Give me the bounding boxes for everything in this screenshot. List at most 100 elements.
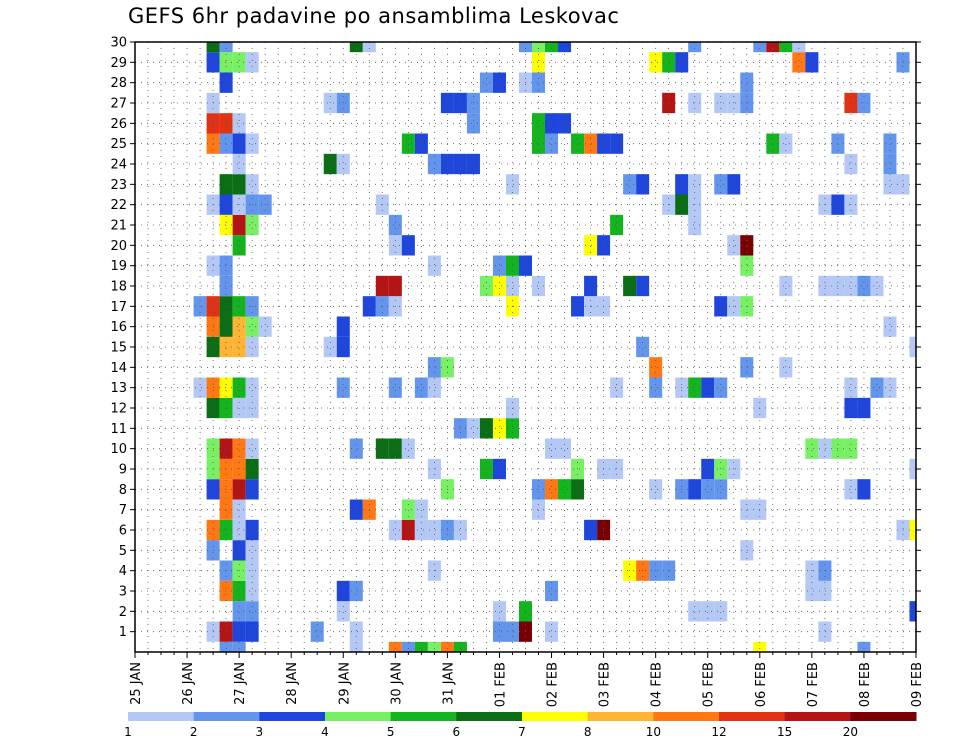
heatmap-cell: [883, 153, 897, 175]
y-tick-label: 19: [110, 259, 127, 274]
heatmap-cell: [844, 438, 858, 459]
heatmap-cell: [545, 438, 559, 459]
heatmap-cell: [219, 397, 233, 419]
heatmap-cell: [571, 479, 585, 500]
grid-layer: [135, 41, 916, 652]
heatmap-cell: [518, 42, 533, 53]
colorbar-label: 1: [124, 725, 132, 739]
heatmap-cell: [779, 357, 793, 378]
heatmap-cell: [545, 580, 559, 602]
colorbar-segment: [719, 712, 786, 721]
heatmap-cell: [427, 519, 441, 541]
heatmap-cell: [401, 519, 415, 541]
colorbar-label: 5: [387, 725, 395, 739]
heatmap-cell: [258, 316, 272, 337]
heatmap-cell: [310, 621, 324, 642]
x-tick-label: 06 FEB: [754, 662, 769, 707]
heatmap-cell: [844, 275, 858, 297]
y-tick-label: 3: [119, 585, 127, 600]
x-tick-label: 26 JAN: [181, 662, 196, 705]
heatmap-cell: [245, 397, 259, 419]
heatmap-cell: [492, 418, 506, 439]
heatmap-cell: [232, 621, 246, 642]
heatmap-cell: [584, 519, 598, 541]
heatmap-cell: [388, 275, 402, 297]
y-tick-label: 15: [110, 341, 127, 356]
heatmap-cell: [375, 438, 389, 459]
heatmap-cell: [492, 72, 506, 93]
heatmap-cell: [766, 42, 780, 53]
colorbar-segment: [587, 712, 654, 721]
heatmap-cell: [909, 336, 916, 358]
heatmap-cell: [818, 275, 832, 297]
heatmap-cell: [701, 601, 715, 622]
heatmap-cell: [701, 479, 715, 500]
heatmap-cell: [636, 174, 650, 195]
heatmap-cell: [245, 214, 259, 236]
heatmap-cell: [219, 255, 233, 276]
heatmap-cell: [558, 42, 572, 53]
colorbar: 1 2 3 4 5 6 7 8 10 12 15 20: [124, 712, 917, 739]
x-tick-label: 30 JAN: [389, 662, 404, 705]
heatmap-cell: [688, 479, 702, 500]
colorbar-segment: [325, 712, 392, 721]
heatmap-cell: [414, 377, 428, 398]
heatmap-cell: [219, 377, 233, 398]
heatmap-cell: [427, 255, 441, 276]
heatmap-cell: [505, 397, 519, 419]
heatmap-cell: [492, 275, 506, 297]
heatmap-cell: [545, 133, 559, 154]
heatmap-cell: [818, 621, 832, 642]
heatmap-cell: [219, 519, 233, 541]
heatmap-cell: [336, 580, 350, 602]
heatmap-cell: [219, 336, 233, 358]
heatmap-cell: [245, 621, 259, 642]
colorbar-segment: [522, 712, 589, 721]
colorbar-segment: [850, 712, 917, 721]
heatmap-cell: [870, 377, 884, 398]
heatmap-cell: [479, 418, 493, 439]
colorbar-label: 2: [190, 725, 198, 739]
heatmap-cell: [532, 499, 546, 520]
heatmap-cell: [245, 540, 259, 561]
y-tick-label: 20: [110, 239, 127, 254]
heatmap-cell: [649, 52, 663, 73]
heatmap-cell: [714, 377, 728, 398]
heatmap-cell: [349, 621, 363, 642]
x-tick-label: 01 FEB: [493, 662, 508, 707]
heatmap-cell: [375, 275, 389, 297]
heatmap-cell: [401, 438, 415, 459]
heatmap-cell: [688, 214, 702, 236]
heatmap-cell: [414, 641, 428, 652]
heatmap-cell: [232, 397, 246, 419]
heatmap-cell: [362, 42, 376, 53]
colorbar-label: 6: [453, 725, 461, 739]
heatmap-cell: [505, 255, 519, 276]
heatmap-cell: [323, 153, 337, 175]
x-tick-label: 09 FEB: [910, 662, 925, 707]
heatmap-cell: [388, 235, 402, 256]
heatmap-cell: [219, 316, 233, 337]
heatmap-cell: [245, 601, 259, 622]
heatmap-cell: [219, 174, 233, 195]
heatmap-cell: [232, 479, 246, 500]
heatmap-cell: [245, 133, 259, 154]
colorbar-label: 10: [646, 725, 661, 739]
heatmap-cell: [440, 641, 454, 652]
y-tick-label: 1: [119, 625, 127, 640]
heatmap-cell: [349, 580, 363, 602]
heatmap-cell: [401, 235, 415, 256]
heatmap-cell: [232, 519, 246, 541]
heatmap-cell: [844, 479, 858, 500]
heatmap-cell: [232, 601, 246, 622]
heatmap-cell: [740, 255, 754, 276]
heatmap-cell: [219, 52, 233, 73]
chart-title: GEFS 6hr padavine po ansamblima Leskovac: [128, 4, 620, 28]
heatmap-cell: [232, 153, 246, 175]
heatmap-cell: [740, 499, 754, 520]
heatmap-cell: [844, 377, 858, 398]
heatmap-cell: [245, 52, 259, 73]
x-tick-label: 31 JAN: [441, 662, 456, 705]
heatmap-cell: [388, 641, 402, 652]
